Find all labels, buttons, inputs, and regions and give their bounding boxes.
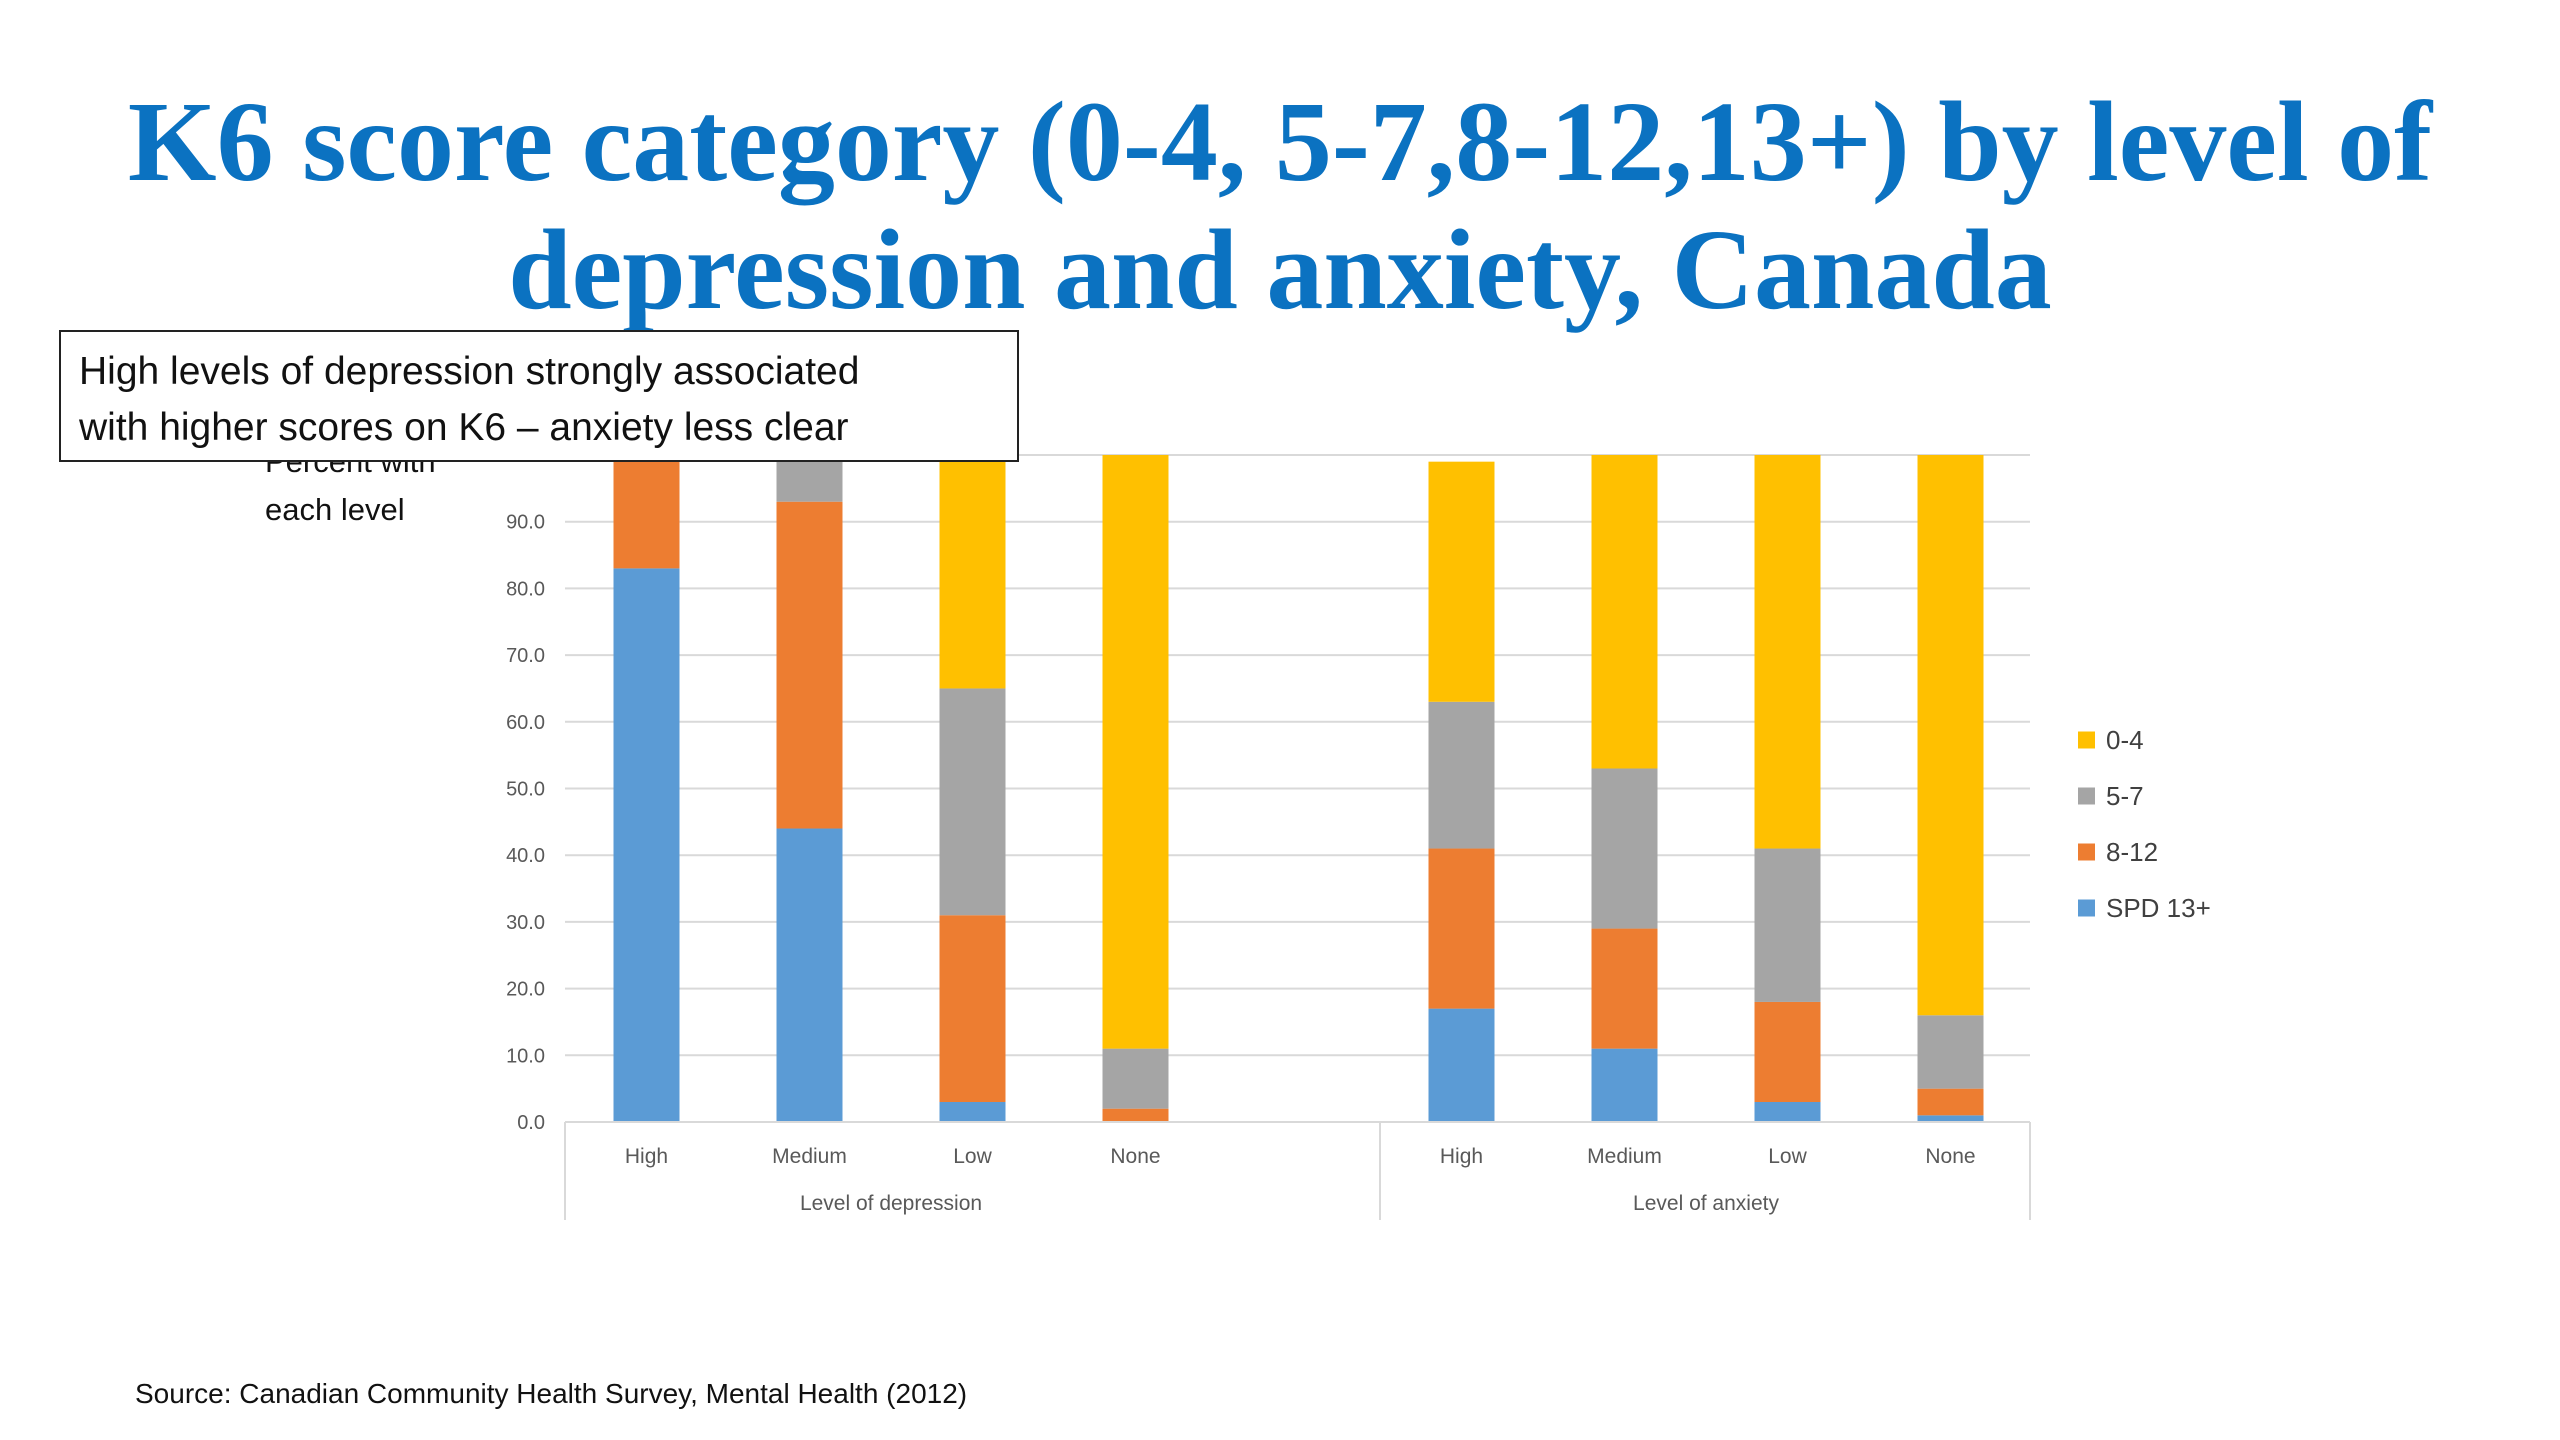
x-group-label: Level of depression: [800, 1192, 982, 1215]
legend-swatch: [2078, 731, 2095, 749]
bar-segment: [776, 501, 843, 829]
x-category-label: Low: [953, 1145, 992, 1168]
bar-segment: [613, 568, 680, 1122]
bar-segment: [1917, 1115, 1984, 1122]
slide-title: K6 score category (0-4, 5-7,8-12,13+) by…: [0, 78, 2560, 334]
callout-line-2: with higher scores on K6 – anxiety less …: [79, 406, 849, 449]
bar-segment: [1917, 1015, 1984, 1089]
y-axis-label-line-2: each level: [265, 492, 405, 527]
y-tick-label: 30.0: [506, 912, 545, 934]
x-category-label: Medium: [772, 1145, 847, 1168]
x-category-label: Medium: [1587, 1145, 1662, 1168]
y-tick-label: 10.0: [506, 1045, 545, 1067]
source-note: Source: Canadian Community Health Survey…: [135, 1378, 968, 1409]
bar-segment: [1428, 848, 1495, 1009]
x-category-label: Low: [1768, 1145, 1807, 1168]
legend-label: SPD 13+: [2106, 893, 2211, 923]
bar-segment: [1754, 455, 1821, 849]
bar-segment: [776, 828, 843, 1122]
x-group-label: Level of anxiety: [1633, 1192, 1779, 1215]
bar-segment: [1428, 701, 1495, 849]
legend-swatch: [2078, 899, 2095, 917]
legend-label: 0-4: [2106, 725, 2144, 755]
bar-segment: [939, 1101, 1006, 1122]
bar-segment: [939, 455, 1006, 689]
y-tick-label: 70.0: [506, 645, 545, 667]
y-tick-label: 40.0: [506, 845, 545, 867]
callout-box: High levels of depression strongly assoc…: [59, 330, 1019, 462]
y-tick-label: 20.0: [506, 979, 545, 1001]
bar-segment: [1102, 455, 1169, 1049]
x-category-label: High: [1440, 1145, 1483, 1168]
x-category-label: None: [1110, 1145, 1160, 1168]
bar-segment: [939, 915, 1006, 1102]
legend-label: 8-12: [2106, 837, 2158, 867]
y-tick-label: 0.0: [517, 1112, 545, 1134]
bar-segment: [1917, 1088, 1984, 1116]
x-category-label: None: [1925, 1145, 1975, 1168]
bar-segment: [1754, 1101, 1821, 1122]
y-tick-label: 60.0: [506, 712, 545, 734]
y-tick-label: 90.0: [506, 512, 545, 534]
bar-segment: [1428, 1008, 1495, 1122]
bar-segment: [1102, 1048, 1169, 1109]
bar-segment: [613, 455, 680, 569]
bar-segment: [1754, 1001, 1821, 1102]
x-category-label: High: [625, 1145, 668, 1168]
bar-segment: [1591, 1048, 1658, 1122]
callout-line-1: High levels of depression strongly assoc…: [79, 350, 860, 393]
bar-segment: [1917, 455, 1984, 1016]
bar-segment: [1754, 848, 1821, 1002]
legend-swatch: [2078, 787, 2095, 805]
legend-label: 5-7: [2106, 781, 2144, 811]
title-line-2: depression and anxiety, Canada: [508, 206, 2052, 333]
bar-segment: [1102, 1108, 1169, 1122]
bar-segment: [1591, 768, 1658, 929]
legend-swatch: [2078, 843, 2095, 861]
bar-segment: [776, 455, 843, 502]
y-tick-label: 80.0: [506, 578, 545, 600]
bar-segment: [1591, 455, 1658, 769]
title-line-1: K6 score category (0-4, 5-7,8-12,13+) by…: [127, 78, 2433, 205]
bar-segment: [1428, 461, 1495, 702]
bar-segment: [939, 688, 1006, 916]
bar-segment: [1591, 928, 1658, 1049]
y-tick-label: 50.0: [506, 779, 545, 801]
